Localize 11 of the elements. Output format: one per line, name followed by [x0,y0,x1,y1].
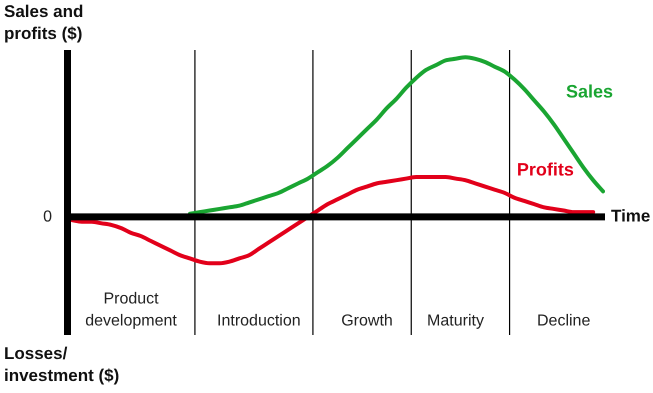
series-label: Profits [516,160,574,180]
x-tick-label: Product development [85,290,178,330]
x-tick-label: Maturity [427,312,484,330]
x-tick-label: Decline [536,312,590,330]
x-axis-title: Time [611,206,650,226]
x-tick-label: Introduction [217,312,301,330]
x-tick-label: Growth [341,312,393,330]
series-label: Sales [566,81,614,102]
text: 0 [43,208,52,226]
text: Losses/ investment ($) [4,344,120,386]
y-axis-title: Sales and profits ($) [4,2,84,44]
